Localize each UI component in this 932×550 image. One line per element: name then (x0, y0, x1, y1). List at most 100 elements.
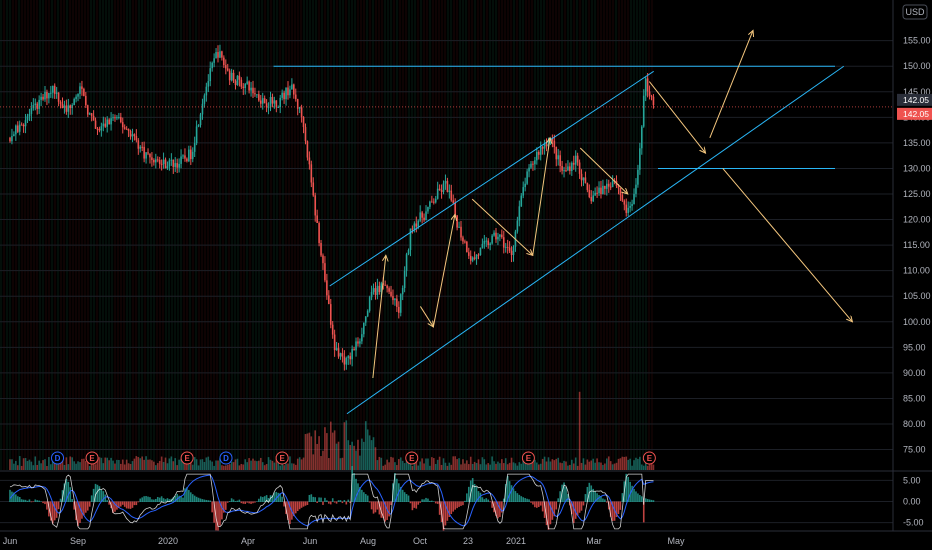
candle-body[interactable] (378, 285, 381, 292)
candle-body[interactable] (440, 190, 443, 192)
candle-body[interactable] (267, 107, 270, 109)
candle-body[interactable] (273, 100, 276, 104)
candle-body[interactable] (221, 51, 223, 58)
candle-body[interactable] (137, 140, 140, 149)
candle-body[interactable] (189, 149, 192, 160)
candle-body[interactable] (528, 167, 530, 172)
candle-body[interactable] (147, 152, 149, 154)
candle-body[interactable] (240, 79, 243, 87)
candle-body[interactable] (310, 164, 313, 183)
candle-body[interactable] (582, 177, 585, 181)
candle-body[interactable] (294, 94, 297, 100)
projection-arrow[interactable] (432, 214, 455, 327)
candle-body[interactable] (454, 202, 456, 216)
channel-line[interactable] (346, 65, 845, 415)
candle-body[interactable] (584, 177, 587, 184)
candle-body[interactable] (571, 162, 573, 171)
candle-body[interactable] (254, 93, 256, 95)
candle-body[interactable] (129, 131, 132, 137)
candle-body[interactable] (530, 163, 532, 168)
event-marker[interactable] (405, 451, 419, 465)
candle-body[interactable] (609, 186, 612, 188)
candle-body[interactable] (298, 107, 301, 109)
projection-arrow[interactable] (648, 81, 705, 154)
candle-body[interactable] (442, 183, 445, 192)
candle-body[interactable] (543, 144, 546, 149)
candle-body[interactable] (516, 220, 519, 232)
candle-body[interactable] (355, 341, 357, 351)
currency-badge[interactable]: USD (902, 4, 928, 20)
projection-arrow[interactable] (579, 147, 628, 194)
candle-body[interactable] (553, 140, 556, 148)
candle-body[interactable] (607, 183, 610, 187)
event-marker[interactable] (180, 451, 194, 465)
event-marker[interactable] (51, 451, 65, 465)
candle-body[interactable] (477, 254, 480, 256)
candle-body[interactable] (532, 163, 534, 165)
candle-body[interactable] (331, 324, 334, 335)
candle-body[interactable] (287, 87, 289, 96)
candle-body[interactable] (9, 137, 11, 142)
candle-body[interactable] (399, 294, 402, 313)
candle-body[interactable] (121, 122, 124, 128)
candle-body[interactable] (380, 283, 383, 292)
candle-body[interactable] (114, 117, 116, 119)
candle-body[interactable] (534, 160, 536, 165)
candle-body[interactable] (588, 189, 591, 198)
candle-body[interactable] (598, 187, 600, 194)
candle-body[interactable] (209, 68, 212, 82)
event-marker[interactable] (85, 451, 99, 465)
candle-body[interactable] (361, 334, 363, 342)
candle-body[interactable] (242, 86, 245, 89)
candle-body[interactable] (578, 162, 581, 174)
candle-body[interactable] (197, 124, 200, 127)
candle-body[interactable] (203, 95, 206, 104)
candle-body[interactable] (166, 166, 169, 169)
projection-arrow[interactable] (532, 138, 550, 256)
candle-body[interactable] (561, 166, 563, 171)
candle-body[interactable] (135, 136, 138, 141)
candle-body[interactable] (625, 204, 628, 213)
candle-body[interactable] (139, 146, 142, 149)
candle-body[interactable] (224, 65, 227, 69)
candle-body[interactable] (462, 237, 464, 242)
candle-body[interactable] (269, 96, 272, 108)
candle-body[interactable] (100, 126, 103, 131)
earnings-event[interactable]: E (642, 451, 656, 465)
candle-body[interactable] (271, 96, 274, 104)
candle-body[interactable] (24, 120, 27, 127)
candle-body[interactable] (635, 184, 637, 194)
candle-body[interactable] (81, 86, 83, 89)
candle-body[interactable] (306, 141, 309, 158)
candle-body[interactable] (322, 255, 324, 264)
candle-body[interactable] (629, 206, 631, 208)
candle-body[interactable] (96, 128, 99, 130)
candle-body[interactable] (633, 193, 635, 205)
candle-body[interactable] (425, 211, 427, 221)
candle-body[interactable] (48, 92, 50, 99)
candle-body[interactable] (368, 297, 371, 311)
candle-body[interactable] (123, 127, 126, 129)
candle-body[interactable] (219, 51, 221, 58)
candle-body[interactable] (364, 316, 367, 323)
candle-body[interactable] (73, 98, 75, 106)
candle-body[interactable] (644, 78, 647, 96)
candle-body[interactable] (419, 212, 421, 221)
candle-body[interactable] (394, 298, 396, 301)
candle-body[interactable] (59, 101, 62, 104)
candle-body[interactable] (110, 118, 112, 125)
candle-body[interactable] (432, 201, 435, 203)
candle-body[interactable] (555, 147, 558, 160)
candle-body[interactable] (199, 114, 202, 125)
candle-body[interactable] (178, 163, 180, 168)
candle-body[interactable] (13, 134, 15, 136)
candle-body[interactable] (363, 322, 365, 335)
candle-body[interactable] (522, 187, 525, 196)
candle-body[interactable] (631, 204, 633, 207)
candle-body[interactable] (602, 185, 604, 195)
candle-body[interactable] (312, 182, 315, 196)
candle-body[interactable] (289, 89, 291, 96)
candle-body[interactable] (18, 124, 21, 132)
